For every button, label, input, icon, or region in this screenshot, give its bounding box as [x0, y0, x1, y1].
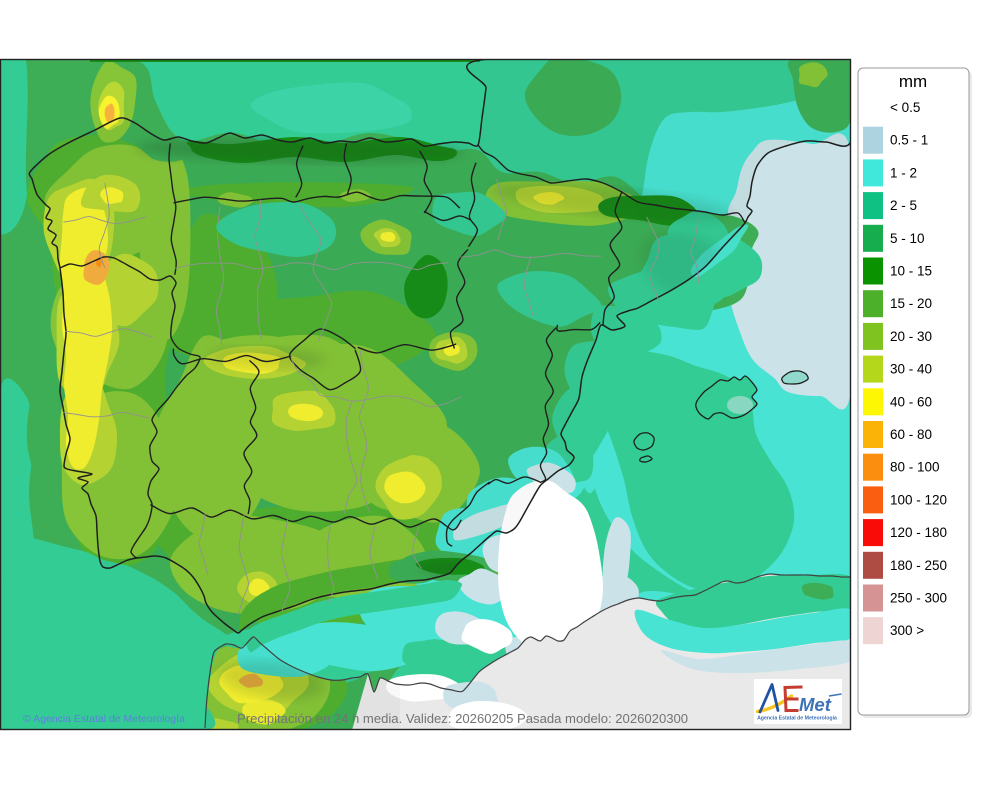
svg-text:Precipitación en 24 h media. V: Precipitación en 24 h media. Validez: 20…	[237, 711, 688, 726]
svg-text:30 - 40: 30 - 40	[890, 362, 932, 377]
svg-text:2 - 5: 2 - 5	[890, 198, 917, 213]
svg-text:120 - 180: 120 - 180	[890, 525, 947, 540]
svg-text:40 - 60: 40 - 60	[890, 394, 932, 409]
svg-text:80 - 100: 80 - 100	[890, 460, 940, 475]
svg-text:Met: Met	[799, 694, 832, 715]
svg-text:180 - 250: 180 - 250	[890, 558, 947, 573]
svg-text:100 - 120: 100 - 120	[890, 492, 947, 507]
svg-text:20 - 30: 20 - 30	[890, 329, 932, 344]
svg-text:10 - 15: 10 - 15	[890, 264, 932, 279]
svg-text:© Agencia Estatal de Meteorolo: © Agencia Estatal de Meteorología	[23, 713, 185, 725]
svg-text:5 - 10: 5 - 10	[890, 231, 925, 246]
svg-text:250 - 300: 250 - 300	[890, 591, 947, 606]
svg-text:< 0.5: < 0.5	[890, 100, 920, 115]
svg-text:300 >: 300 >	[890, 623, 924, 638]
svg-text:60 - 80: 60 - 80	[890, 427, 932, 442]
svg-text:Agencia Estatal de Meteorologí: Agencia Estatal de Meteorología	[757, 716, 837, 722]
svg-text:1 - 2: 1 - 2	[890, 165, 917, 180]
svg-text:15 - 20: 15 - 20	[890, 296, 932, 311]
svg-text:0.5 - 1: 0.5 - 1	[890, 133, 928, 148]
svg-text:mm: mm	[899, 72, 927, 91]
